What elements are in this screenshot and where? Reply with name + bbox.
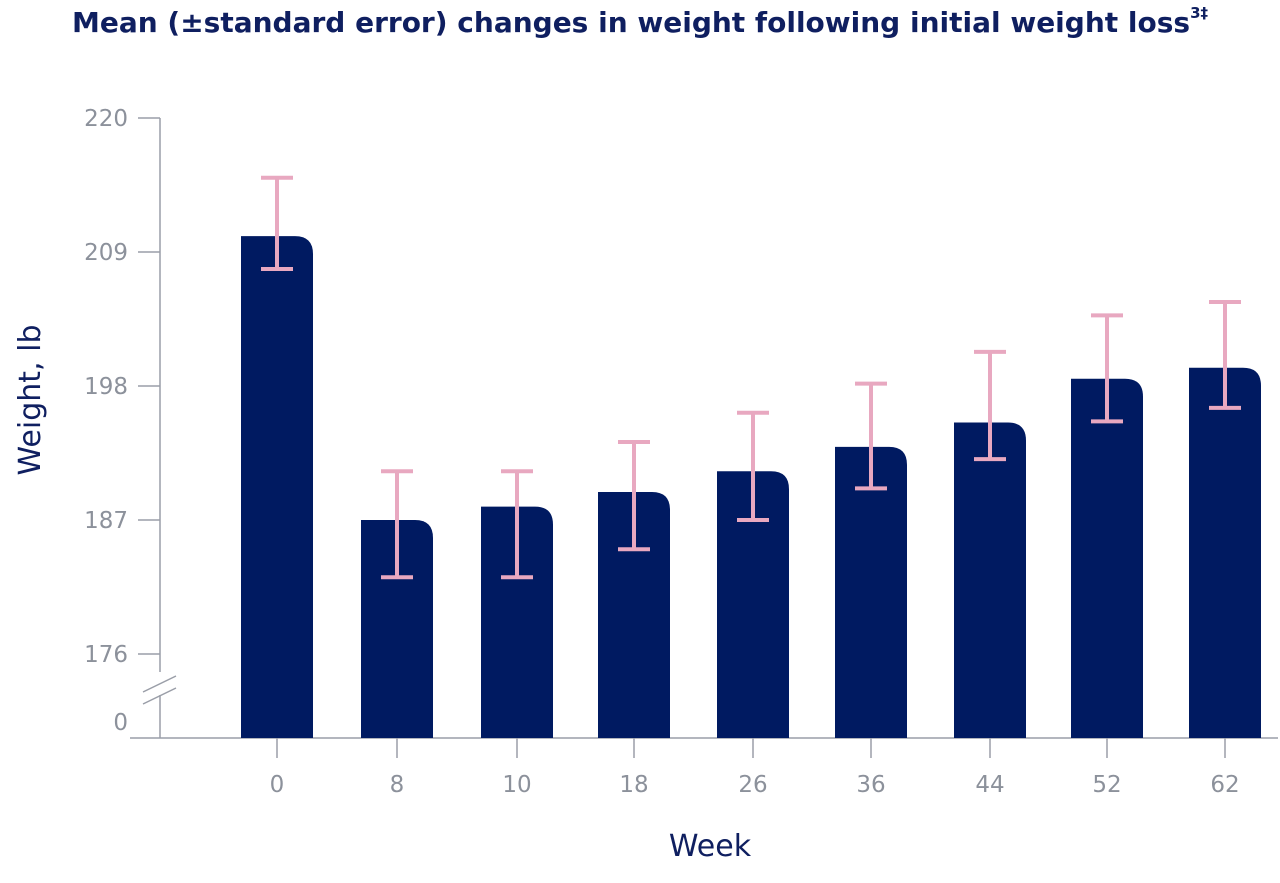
title-superscript: 3‡ <box>1190 3 1208 22</box>
x-tick-label: 44 <box>975 772 1004 798</box>
bar <box>1189 367 1261 738</box>
error-bar <box>855 381 887 491</box>
error-bars <box>261 175 1241 580</box>
axis-break-mark-1 <box>142 675 177 693</box>
bar <box>835 446 907 738</box>
bar <box>954 422 1026 738</box>
y-axis-title: Weight, lb <box>13 325 48 476</box>
chart-title: Mean (±standard error) changes in weight… <box>71 3 1208 39</box>
y-tick-label: 220 <box>84 106 128 132</box>
error-bar <box>1209 299 1241 410</box>
x-tick-label: 10 <box>502 772 531 798</box>
bar <box>241 236 313 738</box>
bar <box>1071 378 1143 738</box>
x-tick-label: 52 <box>1092 772 1121 798</box>
x-tick-label: 8 <box>390 772 405 798</box>
y-tick-label: 187 <box>84 508 128 534</box>
y-tick-label: 209 <box>84 240 128 266</box>
y-tick-label: 0 <box>113 710 128 736</box>
x-tick-label: 26 <box>738 772 767 798</box>
error-bar <box>501 469 533 580</box>
axis-break-mark-2 <box>142 687 177 705</box>
error-bar <box>618 440 650 552</box>
x-tick-label: 36 <box>856 772 885 798</box>
tick-labels: 220 209 198 187 176 0 0 8 10 18 26 36 44 52 62 <box>84 106 1240 798</box>
x-tick-label: 62 <box>1210 772 1239 798</box>
y-tick-label: 198 <box>84 374 128 400</box>
bars <box>241 236 1261 738</box>
error-bar <box>737 410 769 522</box>
x-axis-title: Week <box>669 829 752 864</box>
error-bar <box>261 175 293 272</box>
y-tick-label: 176 <box>84 642 128 668</box>
bar <box>481 506 553 738</box>
bar <box>361 520 433 738</box>
x-tick-label: 0 <box>270 772 285 798</box>
error-bar <box>1091 313 1123 424</box>
bar <box>717 471 789 738</box>
error-bar <box>974 349 1006 462</box>
bar <box>598 491 670 738</box>
error-bar <box>381 469 413 580</box>
x-tick-label: 18 <box>619 772 648 798</box>
